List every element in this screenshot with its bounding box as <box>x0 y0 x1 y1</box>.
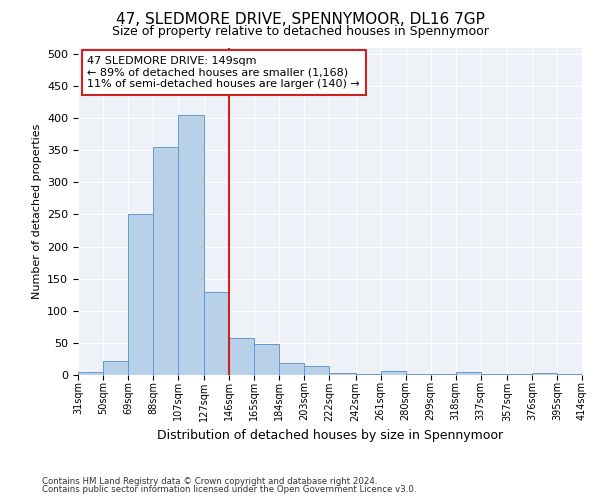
Bar <box>254 344 280 375</box>
Bar <box>103 361 128 375</box>
Text: Size of property relative to detached houses in Spennymoor: Size of property relative to detached ho… <box>112 25 488 38</box>
Bar <box>557 374 582 375</box>
Bar <box>481 374 507 375</box>
Bar <box>380 371 406 375</box>
Bar <box>406 374 431 375</box>
Bar <box>229 338 254 375</box>
Bar <box>329 373 356 375</box>
Y-axis label: Number of detached properties: Number of detached properties <box>32 124 41 299</box>
Bar <box>431 374 455 375</box>
Text: Contains HM Land Registry data © Crown copyright and database right 2024.: Contains HM Land Registry data © Crown c… <box>42 477 377 486</box>
Bar <box>128 214 153 375</box>
Bar <box>153 147 178 375</box>
Text: Contains public sector information licensed under the Open Government Licence v3: Contains public sector information licen… <box>42 485 416 494</box>
Bar <box>205 292 229 375</box>
Bar <box>507 374 532 375</box>
Bar <box>304 366 329 375</box>
Bar <box>356 374 380 375</box>
Bar <box>532 373 557 375</box>
Text: 47 SLEDMORE DRIVE: 149sqm
← 89% of detached houses are smaller (1,168)
11% of se: 47 SLEDMORE DRIVE: 149sqm ← 89% of detac… <box>87 56 360 89</box>
Bar <box>280 364 304 375</box>
X-axis label: Distribution of detached houses by size in Spennymoor: Distribution of detached houses by size … <box>157 429 503 442</box>
Bar <box>78 372 103 375</box>
Text: 47, SLEDMORE DRIVE, SPENNYMOOR, DL16 7GP: 47, SLEDMORE DRIVE, SPENNYMOOR, DL16 7GP <box>116 12 484 28</box>
Bar <box>178 115 205 375</box>
Bar <box>455 372 481 375</box>
